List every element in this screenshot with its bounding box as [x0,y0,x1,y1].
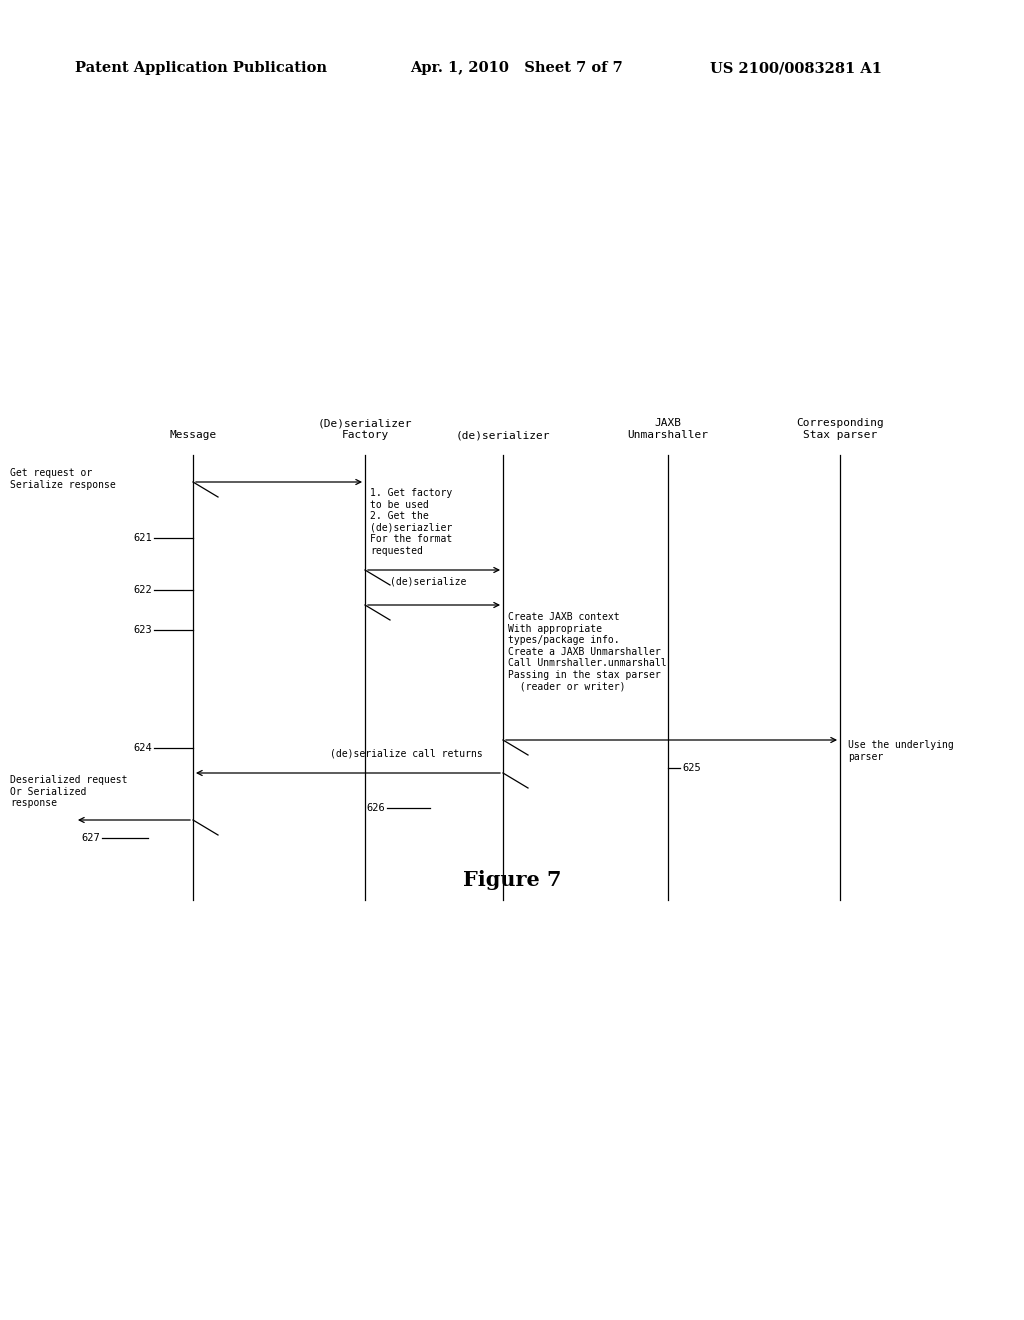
Text: (de)serialize call returns: (de)serialize call returns [330,748,482,758]
Text: 625: 625 [682,763,700,774]
Text: (de)serialize: (de)serialize [390,577,466,587]
Text: 1. Get factory
to be used
2. Get the
(de)seriazlier
For the format
requested: 1. Get factory to be used 2. Get the (de… [370,488,453,556]
Text: US 2100/0083281 A1: US 2100/0083281 A1 [710,61,882,75]
Text: 627: 627 [81,833,100,843]
Text: 624: 624 [133,743,152,752]
Text: Get request or
Serialize response: Get request or Serialize response [10,469,116,490]
Text: 621: 621 [133,533,152,543]
Text: Deserialized request
Or Serialized
response: Deserialized request Or Serialized respo… [10,775,128,808]
Text: Corresponding
Stax parser: Corresponding Stax parser [796,418,884,440]
Text: 623: 623 [133,624,152,635]
Text: Use the underlying
parser: Use the underlying parser [848,741,953,762]
Text: Message: Message [169,430,217,440]
Text: 622: 622 [133,585,152,595]
Text: 626: 626 [367,803,385,813]
Text: Apr. 1, 2010   Sheet 7 of 7: Apr. 1, 2010 Sheet 7 of 7 [410,61,623,75]
Text: JAXB
Unmarshaller: JAXB Unmarshaller [628,418,709,440]
Text: (De)serializer
Factory: (De)serializer Factory [317,418,413,440]
Text: Create JAXB context
With appropriate
types/package info.
Create a JAXB Unmarshal: Create JAXB context With appropriate typ… [508,612,667,692]
Text: Figure 7: Figure 7 [463,870,561,890]
Text: Patent Application Publication: Patent Application Publication [75,61,327,75]
Text: (de)serializer: (de)serializer [456,430,550,440]
